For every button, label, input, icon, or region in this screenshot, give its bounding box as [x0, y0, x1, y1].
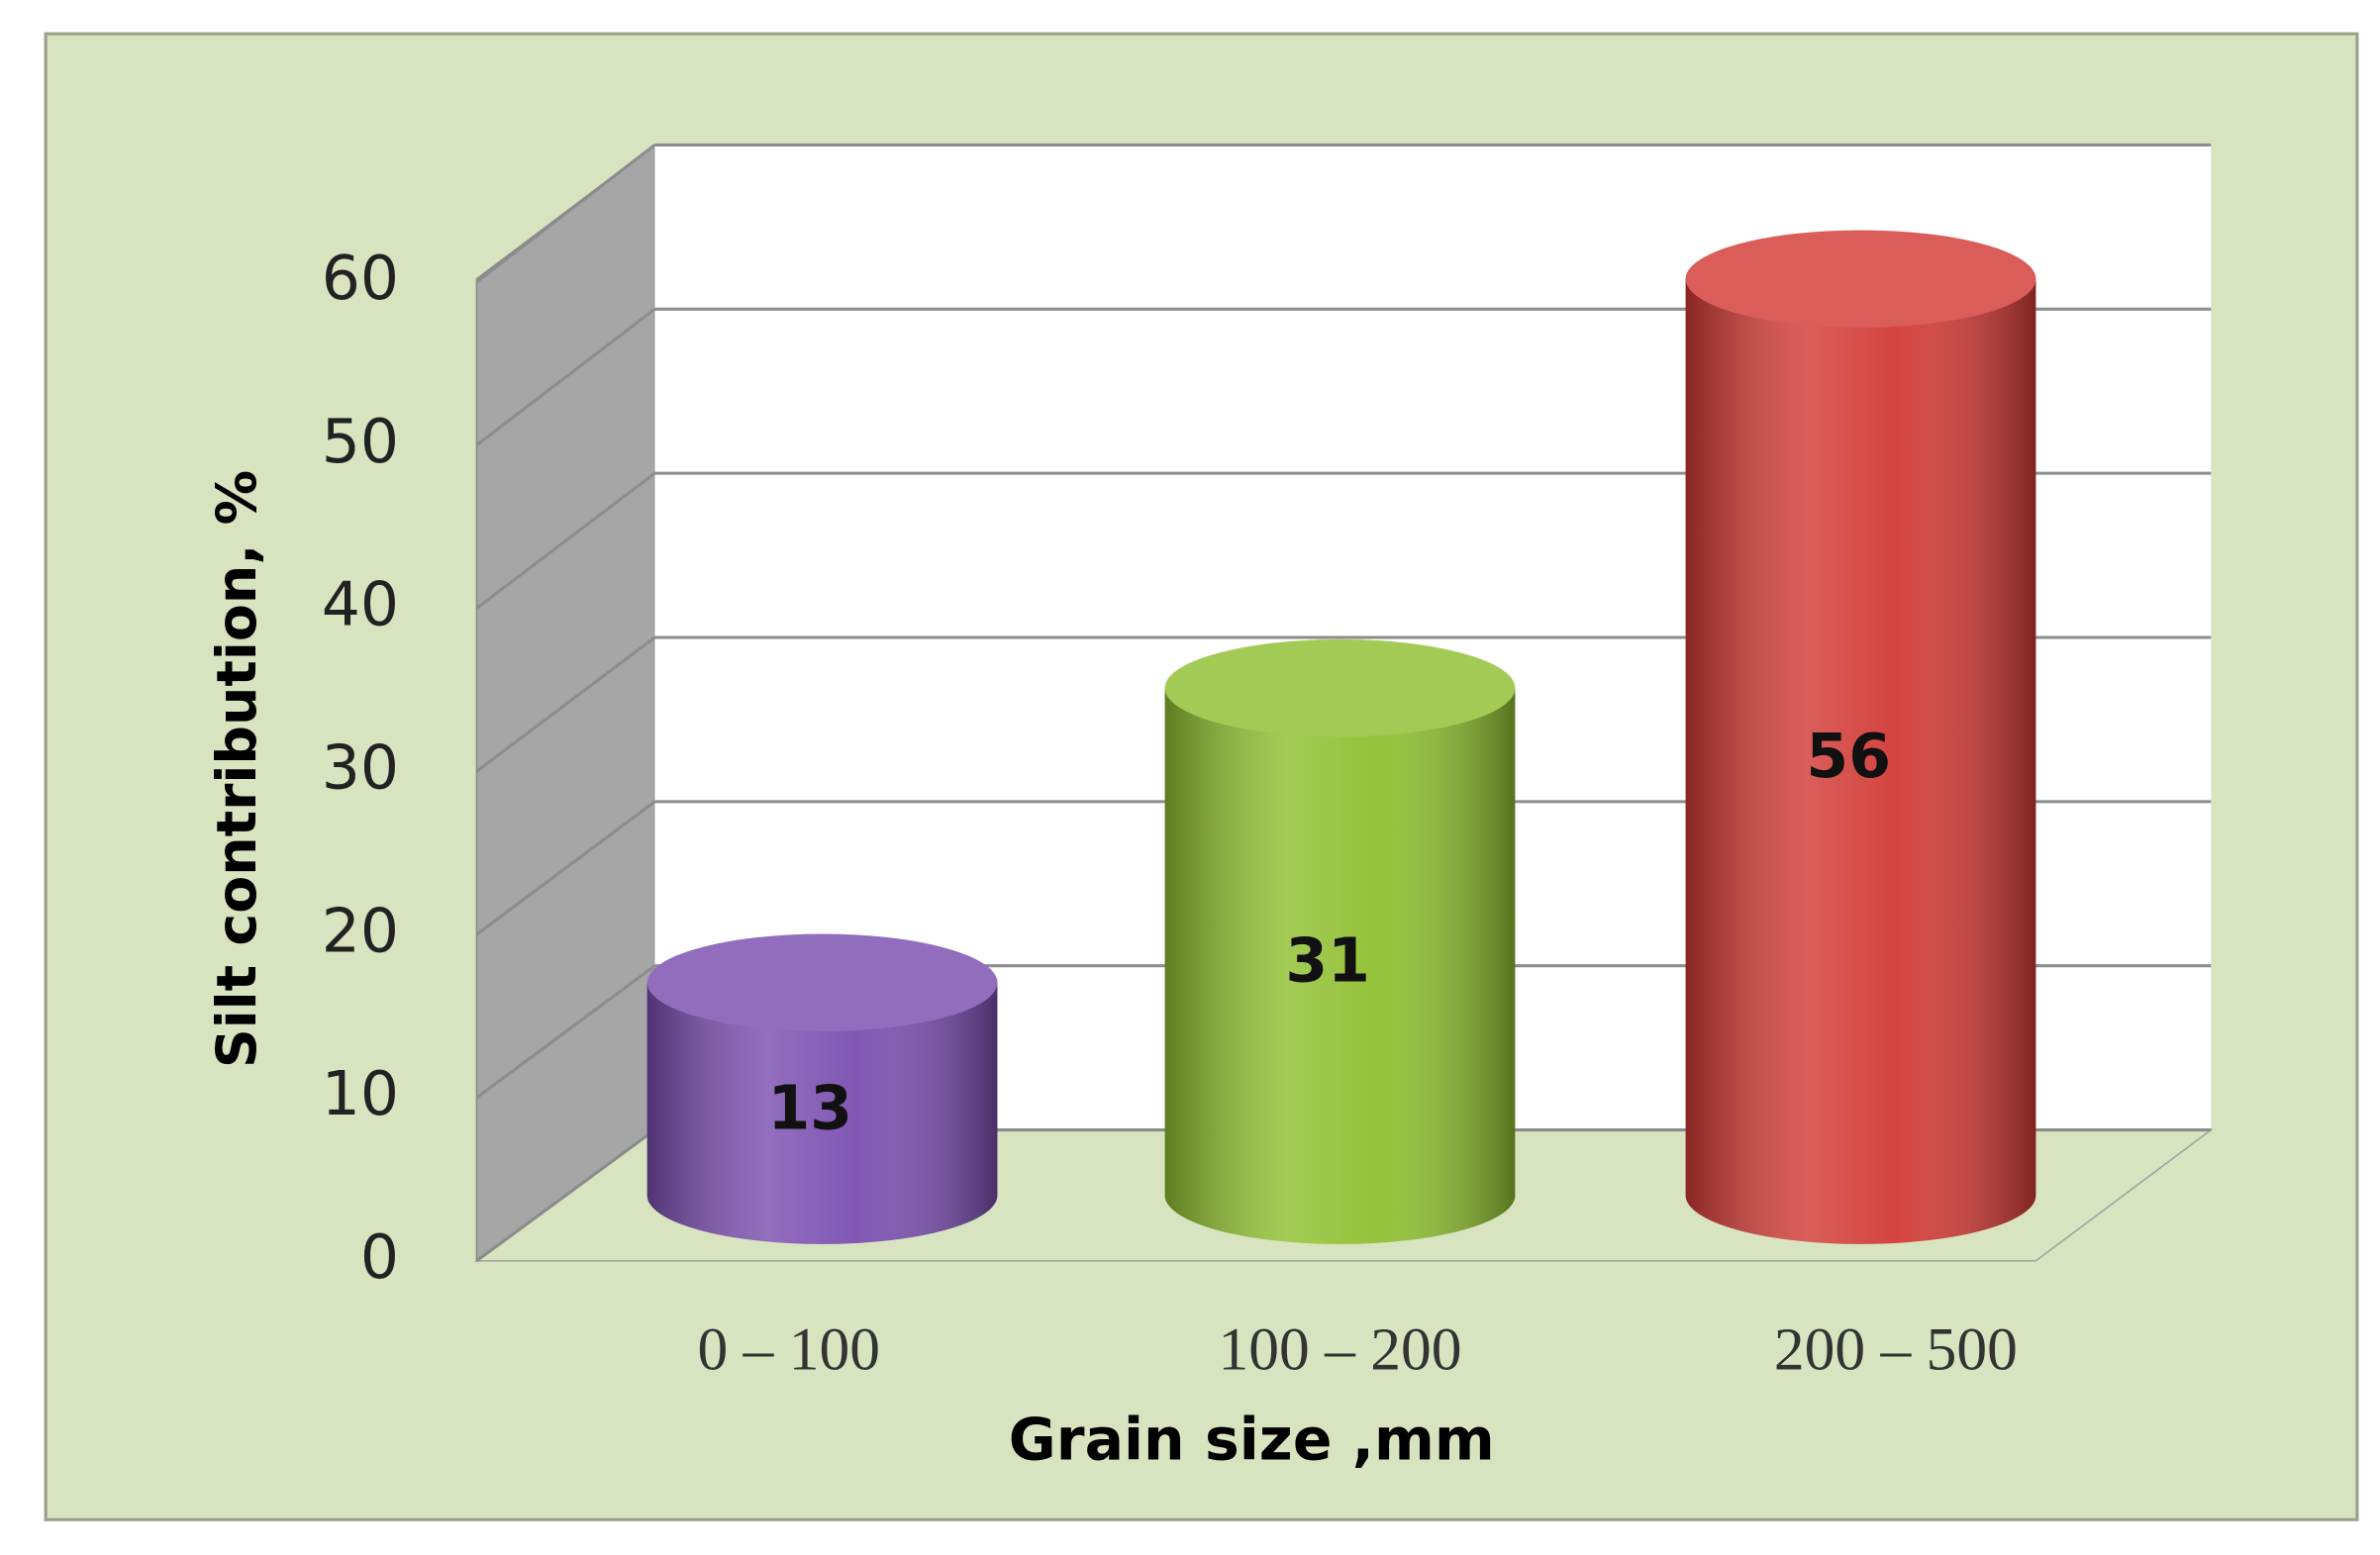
grid-line-side: [475, 800, 656, 936]
grid-line-side: [475, 964, 656, 1100]
y-tick-label: 10: [322, 1058, 399, 1129]
bar-shade: [1164, 688, 1516, 1244]
x-tick-label: 100 – 200: [1218, 1315, 1461, 1383]
x-tick-label: 200 – 500: [1774, 1315, 2018, 1383]
bar-top-highlight: [1164, 638, 1516, 737]
x-axis-title: Grain size ,mm: [1009, 1407, 1495, 1474]
bar-top-highlight: [646, 933, 998, 1031]
y-tick-label: 60: [322, 243, 399, 314]
bar-top: [1685, 230, 2036, 329]
bar-shade: [1685, 278, 2036, 1244]
y-tick-label: 30: [322, 731, 399, 803]
data-label: 13: [767, 1072, 852, 1143]
y-tick-label: 50: [322, 406, 399, 477]
grid-line-side: [475, 308, 656, 446]
bar-shade: [646, 982, 998, 1244]
grid-line-side: [475, 1128, 656, 1263]
data-label: 31: [1285, 925, 1370, 997]
y-axis-title: Silt contribution, %: [206, 470, 269, 1068]
bar-top: [646, 933, 998, 1031]
bar-top: [1164, 638, 1516, 737]
grid-line-side: [475, 471, 656, 610]
grid-line-side: [475, 144, 656, 284]
grid-line-side: [475, 635, 656, 773]
data-label: 56: [1806, 721, 1891, 792]
x-tick-label: 0 – 100: [697, 1315, 880, 1383]
y-tick-label: 20: [322, 895, 399, 966]
y-tick-label: 0: [360, 1221, 399, 1293]
bar-top-highlight: [1685, 230, 2036, 329]
y-tick-label: 40: [322, 569, 399, 640]
